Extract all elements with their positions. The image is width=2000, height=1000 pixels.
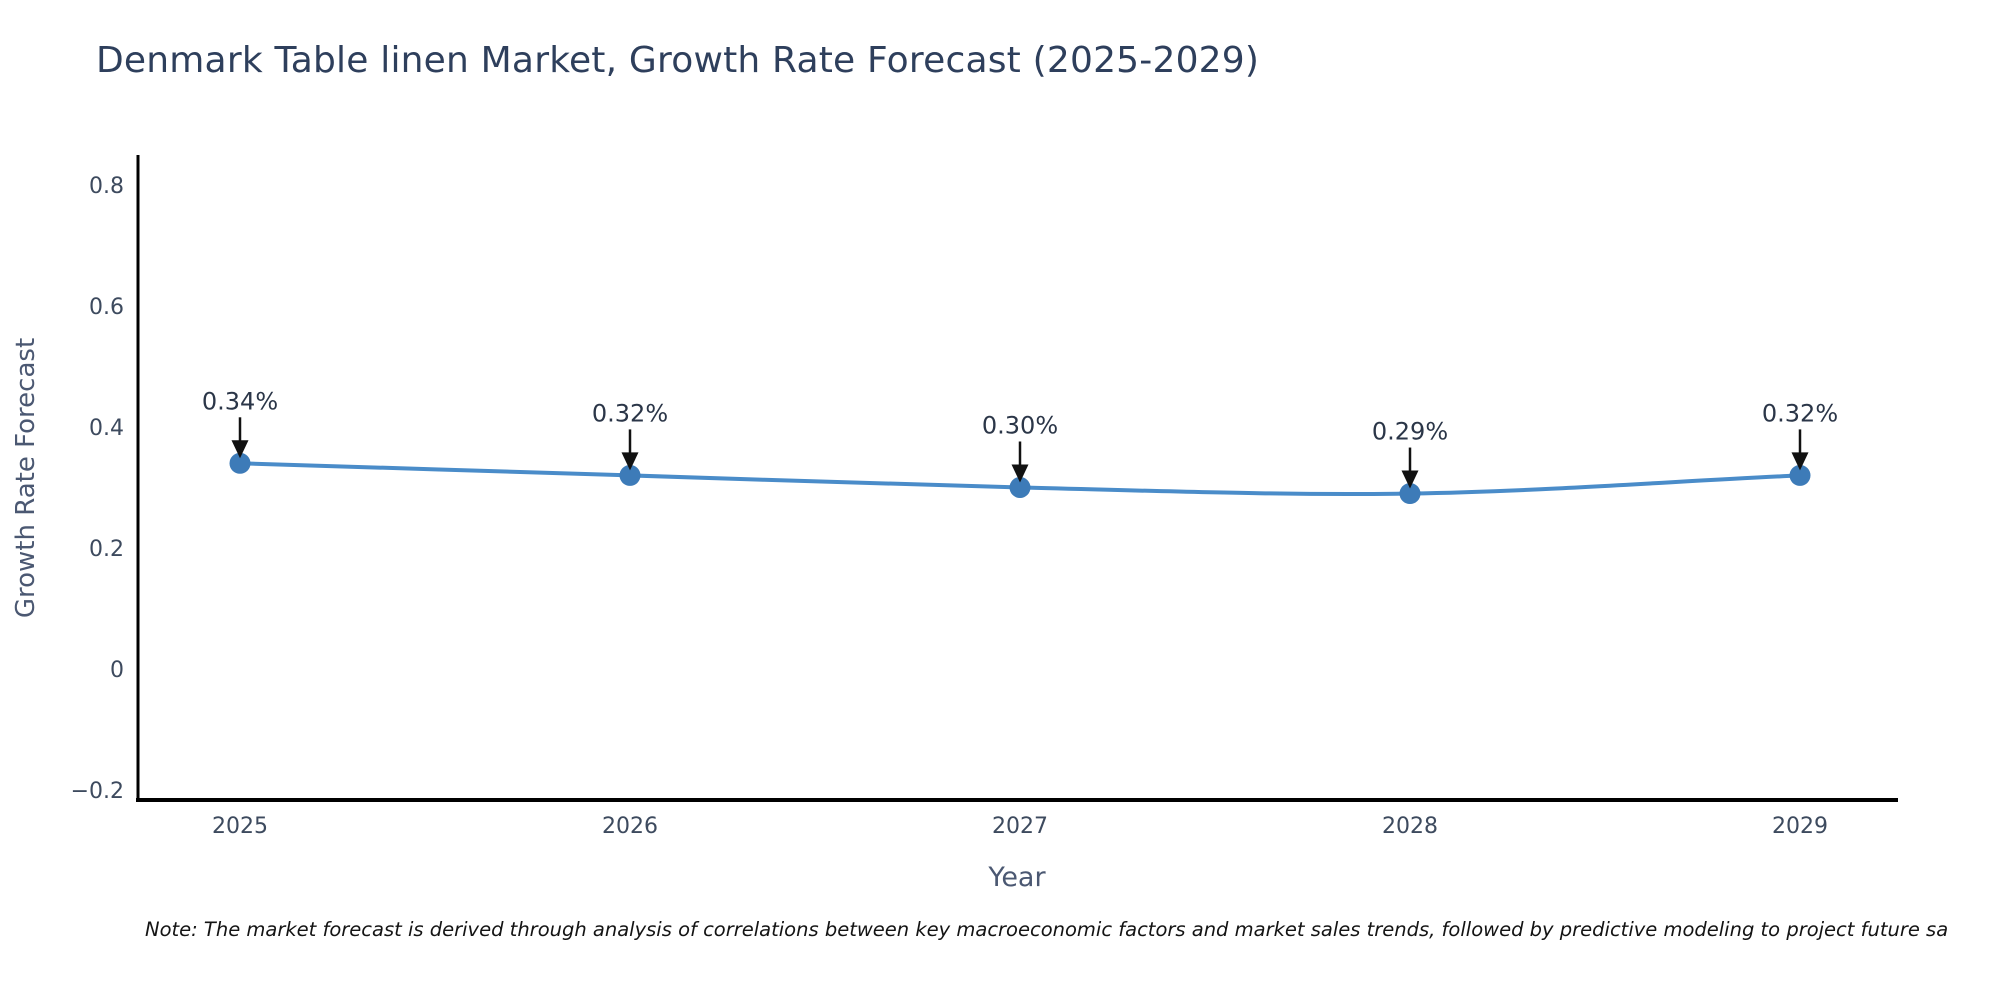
data-point bbox=[619, 464, 641, 486]
x-tick-label: 2027 bbox=[992, 814, 1048, 839]
point-value-label: 0.29% bbox=[1372, 418, 1448, 446]
data-point bbox=[1399, 483, 1421, 505]
annotation-arrowhead-icon bbox=[621, 452, 639, 471]
data-point bbox=[1789, 464, 1811, 486]
y-axis-title: Growth Rate Forecast bbox=[11, 338, 41, 618]
x-tick-label: 2028 bbox=[1382, 814, 1438, 839]
x-tick-label: 2025 bbox=[212, 814, 268, 839]
point-value-label: 0.34% bbox=[202, 387, 278, 415]
annotation-arrowhead-icon bbox=[1401, 470, 1419, 489]
annotation-arrowhead-icon bbox=[231, 440, 249, 459]
y-tick-label: 0.6 bbox=[89, 295, 124, 320]
annotation-arrowhead-icon bbox=[1791, 452, 1809, 471]
y-tick-label: −0.2 bbox=[71, 779, 124, 804]
footnote: Note: The market forecast is derived thr… bbox=[145, 918, 1949, 941]
x-tick-label: 2029 bbox=[1772, 814, 1828, 839]
point-value-label: 0.32% bbox=[1762, 399, 1838, 427]
x-tick-label: 2026 bbox=[602, 814, 658, 839]
y-tick-label: 0 bbox=[110, 658, 124, 683]
data-point bbox=[229, 452, 251, 474]
annotation-arrowhead-icon bbox=[1011, 464, 1029, 483]
x-axis-title: Year bbox=[987, 862, 1046, 893]
point-value-label: 0.30% bbox=[982, 412, 1058, 440]
y-tick-label: 0.8 bbox=[89, 174, 124, 199]
chart-title: Denmark Table linen Market, Growth Rate … bbox=[96, 40, 1260, 81]
y-tick-label: 0.2 bbox=[89, 537, 124, 562]
data-point bbox=[1009, 477, 1031, 498]
y-tick-label: 0.4 bbox=[89, 416, 124, 441]
point-value-label: 0.32% bbox=[592, 399, 668, 427]
